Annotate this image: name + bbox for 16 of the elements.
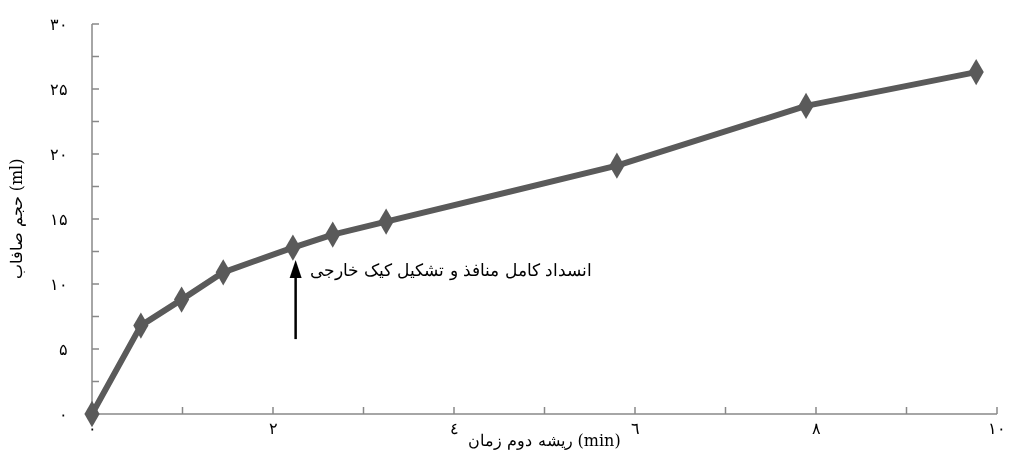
y-tick-label: ۱۵ (50, 209, 68, 229)
x-tick-label: ٦ (630, 419, 640, 438)
x-tick-label: ٤ (449, 419, 459, 438)
x-tick-label: ۰ (87, 419, 97, 438)
y-tick-label: ۵ (59, 339, 68, 359)
x-tick-label: ۸ (811, 419, 821, 438)
y-tick-label: ۰ (59, 404, 68, 424)
x-tick-label: ۱۰ (988, 419, 1006, 438)
annotation: انسداد کامل منافذ و تشکیل کیک خارجی (309, 260, 593, 282)
y-tick-label: ۲۵ (50, 79, 68, 99)
y-tick-label: ۱۰ (50, 274, 68, 294)
y-tick-label: ۲۰ (50, 144, 68, 164)
x-axis-title: ریشه دوم زمان (min) (468, 431, 621, 450)
y-axis-title: حجم صافاب (ml) (7, 158, 26, 280)
y-tick-label: ۳۰ (50, 14, 68, 34)
x-tick-label: ۲ (268, 419, 278, 438)
